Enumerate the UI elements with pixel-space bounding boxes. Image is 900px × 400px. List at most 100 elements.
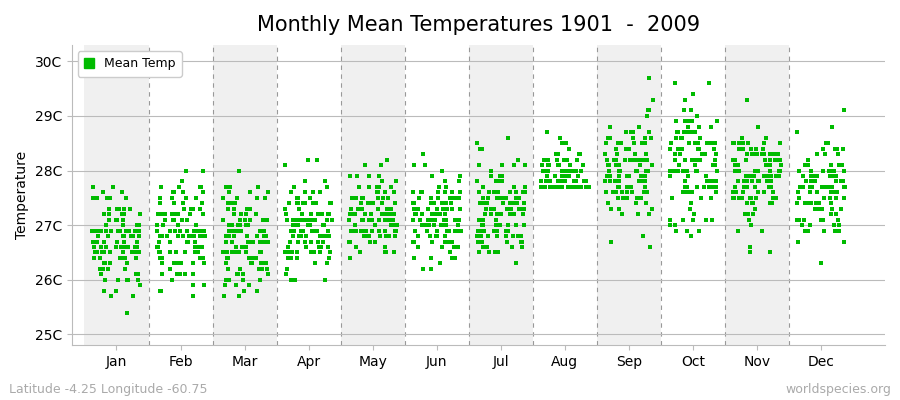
Point [302,222,317,228]
Point [736,189,751,196]
Point [675,134,689,141]
Point [478,211,492,217]
Point [829,227,843,234]
Point [551,151,565,157]
Point [563,184,578,190]
Point [229,244,243,250]
Point [740,151,754,157]
Bar [405,45,469,345]
Point [372,184,386,190]
Point [220,206,235,212]
Point [501,134,516,141]
Point [612,178,626,185]
Point [362,184,376,190]
Point [447,216,462,223]
Point [96,249,111,256]
Point [836,238,850,245]
Point [642,74,656,81]
Point [603,134,617,141]
Point [796,216,811,223]
Point [638,134,652,141]
Point [195,200,210,206]
Point [323,200,338,206]
Point [808,206,823,212]
Point [167,189,182,196]
Point [130,238,144,245]
Point [152,249,166,256]
Point [574,184,589,190]
Point [94,271,108,278]
Point [287,184,302,190]
Point [490,195,504,201]
Point [472,162,487,168]
Point [219,238,233,245]
Point [562,162,577,168]
Point [500,238,514,245]
Point [258,260,273,266]
Point [243,216,257,223]
Point [253,227,267,234]
Point [572,184,586,190]
Point [511,156,526,163]
Point [632,178,646,185]
Point [444,200,458,206]
Point [569,178,583,185]
Point [129,249,143,256]
Point [643,244,657,250]
Point [760,173,774,179]
Point [216,249,230,256]
Point [514,238,528,245]
Point [744,200,759,206]
Point [248,211,263,217]
Point [355,195,369,201]
Point [89,195,104,201]
Point [183,211,197,217]
Bar [597,45,661,345]
Point [405,200,419,206]
Point [96,249,111,256]
Point [606,189,620,196]
Point [601,200,616,206]
Point [509,222,524,228]
Point [152,233,166,239]
Point [104,227,119,234]
Point [261,238,275,245]
Point [441,238,455,245]
Point [407,255,421,261]
Point [96,189,111,196]
Point [382,216,396,223]
Point [321,244,336,250]
Point [548,173,562,179]
Point [484,167,499,174]
Point [351,206,365,212]
Point [832,227,846,234]
Point [830,146,844,152]
Point [669,118,683,124]
Point [692,156,706,163]
Point [743,195,758,201]
Point [536,184,551,190]
Point [743,195,758,201]
Point [537,156,552,163]
Point [185,282,200,288]
Point [573,167,588,174]
Point [180,227,194,234]
Point [624,129,638,136]
Point [704,184,718,190]
Point [112,206,126,212]
Point [318,276,332,283]
Point [499,227,513,234]
Point [194,233,208,239]
Point [799,178,814,185]
Point [837,167,851,174]
Point [227,249,241,256]
Point [765,189,779,196]
Point [554,167,569,174]
Point [425,216,439,223]
Point [763,249,778,256]
Point [194,184,208,190]
Point [163,266,177,272]
Point [709,151,724,157]
Point [116,211,130,217]
Point [500,195,514,201]
